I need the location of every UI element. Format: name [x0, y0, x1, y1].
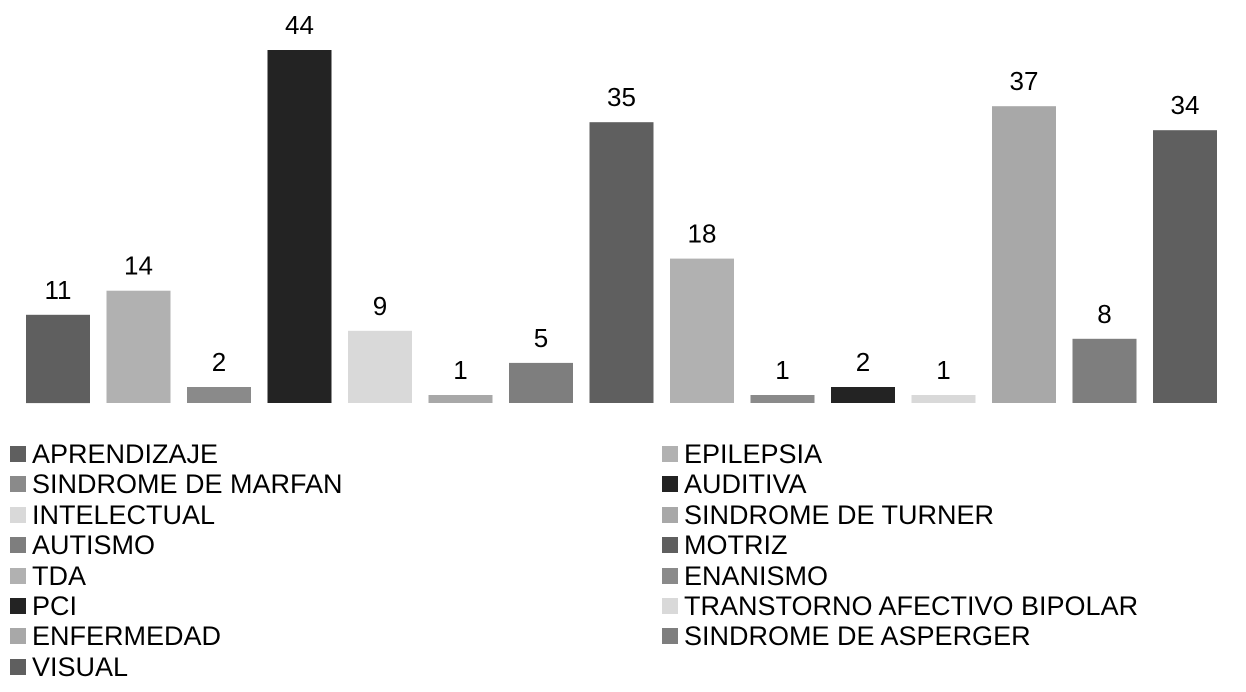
legend-label: TDA — [32, 560, 86, 591]
legend-item: APRENDIZAJE — [10, 439, 218, 469]
legend-item: AUDITIVA — [662, 469, 807, 499]
legend-label: VISUAL — [32, 651, 129, 682]
legend-swatch — [10, 567, 26, 584]
legend-label: AUDITIVA — [684, 469, 807, 500]
bar-value-label-4: 9 — [373, 291, 387, 321]
legend-swatch — [10, 598, 26, 614]
bar-1 — [106, 290, 171, 403]
legend-item: TRANSTORNO AFECTIVO BIPOLAR — [662, 591, 1138, 621]
legend-item: VISUAL — [10, 652, 128, 682]
legend-item: TDA — [10, 561, 86, 591]
bar-value-label-6: 5 — [534, 323, 548, 353]
legend-label: AUTISMO — [32, 530, 156, 561]
bar-3 — [267, 50, 332, 403]
legend-swatch — [10, 506, 26, 523]
legend-item: EPILEPSIA — [662, 439, 822, 469]
bar-6 — [509, 362, 573, 403]
legend-item: MOTRIZ — [662, 530, 787, 560]
legend-item: ENANISMO — [662, 561, 828, 591]
bar-7 — [589, 122, 654, 403]
chart-legend: APRENDIZAJE EPILEPSIA SINDROME DE MARFAN AU… — [0, 436, 1246, 692]
legend-swatch — [10, 628, 26, 645]
legend-swatch — [10, 446, 26, 462]
legend-swatch — [662, 476, 678, 493]
legend-swatch — [662, 628, 678, 645]
legend-label: ENANISMO — [684, 560, 829, 591]
legend-label: INTELECTUAL — [32, 499, 216, 530]
legend-swatch — [662, 446, 678, 462]
legend-item: SINDROME DE MARFAN — [10, 469, 343, 499]
bar-12 — [992, 106, 1056, 403]
bar-value-label-14: 34 — [1171, 90, 1200, 120]
bar-value-label-0: 11 — [45, 275, 72, 305]
legend-label: ENFERMEDAD — [32, 621, 222, 652]
legend-label: EPILEPSIA — [684, 439, 823, 469]
bar-value-label-5: 1 — [453, 355, 467, 385]
bar-value-label-1: 14 — [124, 251, 153, 281]
bar-chart: 11 14 2 44 9 1 5 35 18 1 2 1 37 8 34 — [26, 10, 1217, 404]
legend-swatch — [662, 537, 678, 554]
bar-value-label-11: 1 — [936, 355, 950, 385]
bar-4 — [348, 330, 412, 403]
legend-label: SINDROME DE ASPERGER — [684, 621, 1031, 652]
legend-label: PCI — [32, 591, 78, 621]
legend-swatch — [10, 658, 26, 675]
bar-value-label-10: 2 — [856, 347, 870, 377]
bar-14 — [1153, 130, 1217, 403]
legend-swatch — [10, 537, 26, 554]
legend-swatch — [10, 476, 26, 493]
legend-label: SINDROME DE TURNER — [684, 499, 995, 530]
bar-value-label-12: 37 — [1010, 66, 1039, 96]
bar-2 — [187, 387, 251, 403]
bar-13 — [1072, 338, 1137, 403]
legend-swatch — [662, 506, 678, 523]
legend-swatch — [662, 598, 678, 614]
bar-value-label-3: 44 — [285, 10, 314, 40]
bar-value-label-2: 2 — [212, 347, 226, 377]
legend-label: APRENDIZAJE — [32, 439, 219, 469]
bar-8 — [670, 258, 734, 403]
bar-11 — [911, 395, 976, 403]
legend-label: MOTRIZ — [684, 530, 788, 561]
legend-label: SINDROME DE MARFAN — [32, 469, 343, 500]
bar-value-label-8: 18 — [688, 219, 717, 249]
legend-item: SINDROME DE TURNER — [662, 500, 994, 530]
bar-value-label-7: 35 — [607, 82, 636, 112]
legend-item: SINDROME DE ASPERGER — [662, 621, 1031, 651]
bar-10 — [831, 387, 895, 403]
legend-label: TRANSTORNO AFECTIVO BIPOLAR — [684, 591, 1139, 621]
bar-9 — [750, 395, 815, 403]
legend-swatch — [662, 567, 678, 584]
bar-5 — [428, 395, 493, 403]
bar-0 — [26, 314, 90, 404]
legend-item: AUTISMO — [10, 530, 155, 560]
legend-item: PCI — [10, 591, 77, 621]
legend-item: INTELECTUAL — [10, 500, 215, 530]
legend-item: ENFERMEDAD — [10, 621, 221, 651]
bar-value-label-13: 8 — [1097, 299, 1111, 329]
bar-value-label-9: 1 — [775, 355, 789, 385]
